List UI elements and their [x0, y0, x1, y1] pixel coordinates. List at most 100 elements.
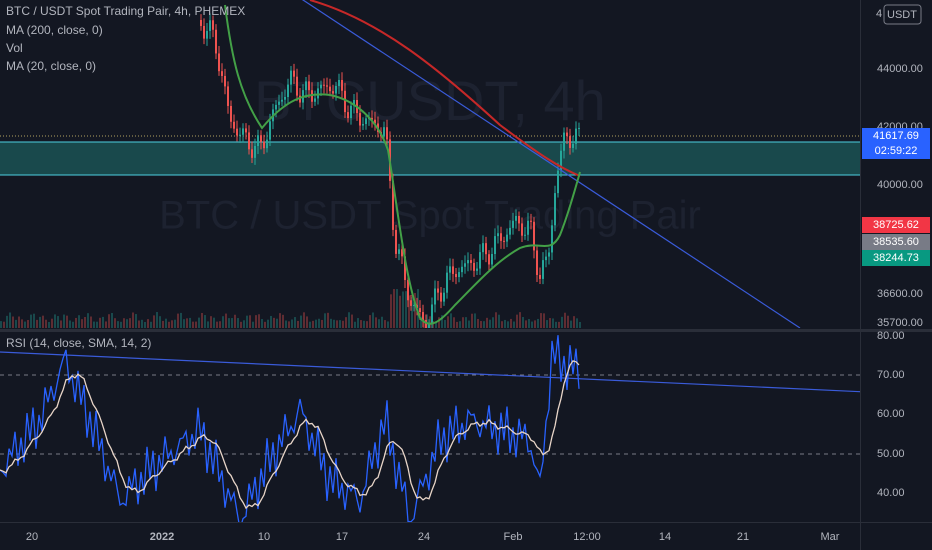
volume-bar	[447, 316, 449, 328]
volume-bar	[165, 318, 167, 328]
candle	[296, 76, 298, 96]
trendline	[301, 0, 801, 328]
volume-bar	[108, 314, 110, 328]
volume-bar	[438, 317, 440, 328]
volume-bar	[180, 312, 182, 328]
candle	[437, 288, 439, 293]
volume-bar	[429, 316, 431, 328]
volume-bar	[120, 321, 122, 328]
volume-bar	[159, 316, 161, 328]
volume-bar	[480, 321, 482, 328]
volume-bar	[432, 321, 434, 328]
candle	[557, 170, 559, 194]
volume-bar	[210, 316, 212, 328]
volume-bar	[75, 317, 77, 328]
candle	[260, 135, 262, 142]
volume-bar	[294, 317, 296, 328]
volume-bar	[345, 317, 347, 328]
time-label: Mar	[821, 531, 840, 543]
volume-bar	[570, 320, 572, 328]
candle	[431, 304, 433, 325]
volume-bar	[411, 296, 413, 328]
candle	[563, 132, 565, 151]
volume-bar	[348, 312, 350, 328]
candle	[530, 220, 532, 222]
volume-bar	[552, 318, 554, 328]
candle	[203, 25, 205, 39]
candle	[359, 113, 361, 126]
volume-bar	[366, 321, 368, 328]
volume-bar	[354, 321, 356, 328]
candle	[479, 252, 481, 269]
time-label: 14	[659, 531, 671, 543]
ma200-line	[309, 0, 581, 177]
candle	[515, 215, 517, 221]
volume-bar	[303, 312, 305, 328]
volume-bar	[51, 318, 53, 328]
candle	[470, 260, 472, 263]
legend-symbol: BTC / USDT Spot Trading Pair, 4h, PHEMEX	[6, 4, 245, 18]
candle	[482, 243, 484, 253]
candle	[206, 30, 208, 39]
volume-bar	[561, 316, 563, 328]
volume-bar	[444, 319, 446, 328]
volume-bar	[318, 318, 320, 328]
candle	[425, 320, 427, 328]
candle	[317, 88, 319, 99]
volume-bar	[231, 318, 233, 328]
volume-bar	[546, 320, 548, 328]
volume-bar	[579, 321, 581, 328]
volume-bar	[45, 319, 47, 328]
volume-bar	[516, 314, 518, 328]
volume-bar	[378, 319, 380, 328]
volume-bar	[489, 319, 491, 328]
volume-bar	[537, 318, 539, 328]
volume-bar	[30, 314, 32, 328]
volume-bar	[261, 319, 263, 328]
volume-bar	[222, 316, 224, 328]
volume-bar	[297, 320, 299, 328]
volume-bar	[519, 312, 521, 328]
volume-bar	[33, 313, 35, 328]
candle	[236, 128, 238, 136]
candle	[506, 234, 508, 242]
time-label: 21	[737, 531, 749, 543]
candle	[500, 233, 502, 241]
candle	[434, 288, 436, 305]
volume-bar	[153, 315, 155, 328]
volume-bar	[525, 320, 527, 328]
volume-bar	[459, 321, 461, 328]
volume-bar	[567, 315, 569, 328]
currency-box[interactable]	[883, 4, 922, 25]
candle	[299, 95, 301, 103]
price-label: 44000.00	[877, 63, 923, 75]
volume-bar	[66, 315, 68, 328]
overlays	[224, 0, 801, 328]
candle	[542, 260, 544, 279]
volume-bar	[315, 319, 317, 328]
candle	[353, 99, 355, 106]
volume-bar	[492, 317, 494, 328]
candle	[254, 146, 256, 158]
volume-bar	[93, 321, 95, 328]
volume-bar	[162, 320, 164, 328]
candle	[323, 84, 325, 86]
candle	[242, 128, 244, 135]
legend-ma20: MA (20, close, 0)	[6, 59, 96, 73]
currency[interactable]: USDT	[887, 9, 917, 21]
candle	[386, 127, 388, 140]
candle	[566, 132, 568, 137]
volume-bar	[384, 320, 386, 328]
volume-bar	[507, 321, 509, 328]
axes: 4 USDT 44000.0042000.0040000.0036600.003…	[26, 4, 930, 543]
candle	[512, 220, 514, 228]
candle	[410, 300, 412, 306]
price-tag-bg	[862, 143, 930, 159]
candle	[200, 20, 202, 26]
volume-bar	[195, 321, 197, 328]
volume-bar	[393, 289, 395, 328]
volume-bar	[99, 317, 101, 328]
candle	[362, 124, 364, 126]
